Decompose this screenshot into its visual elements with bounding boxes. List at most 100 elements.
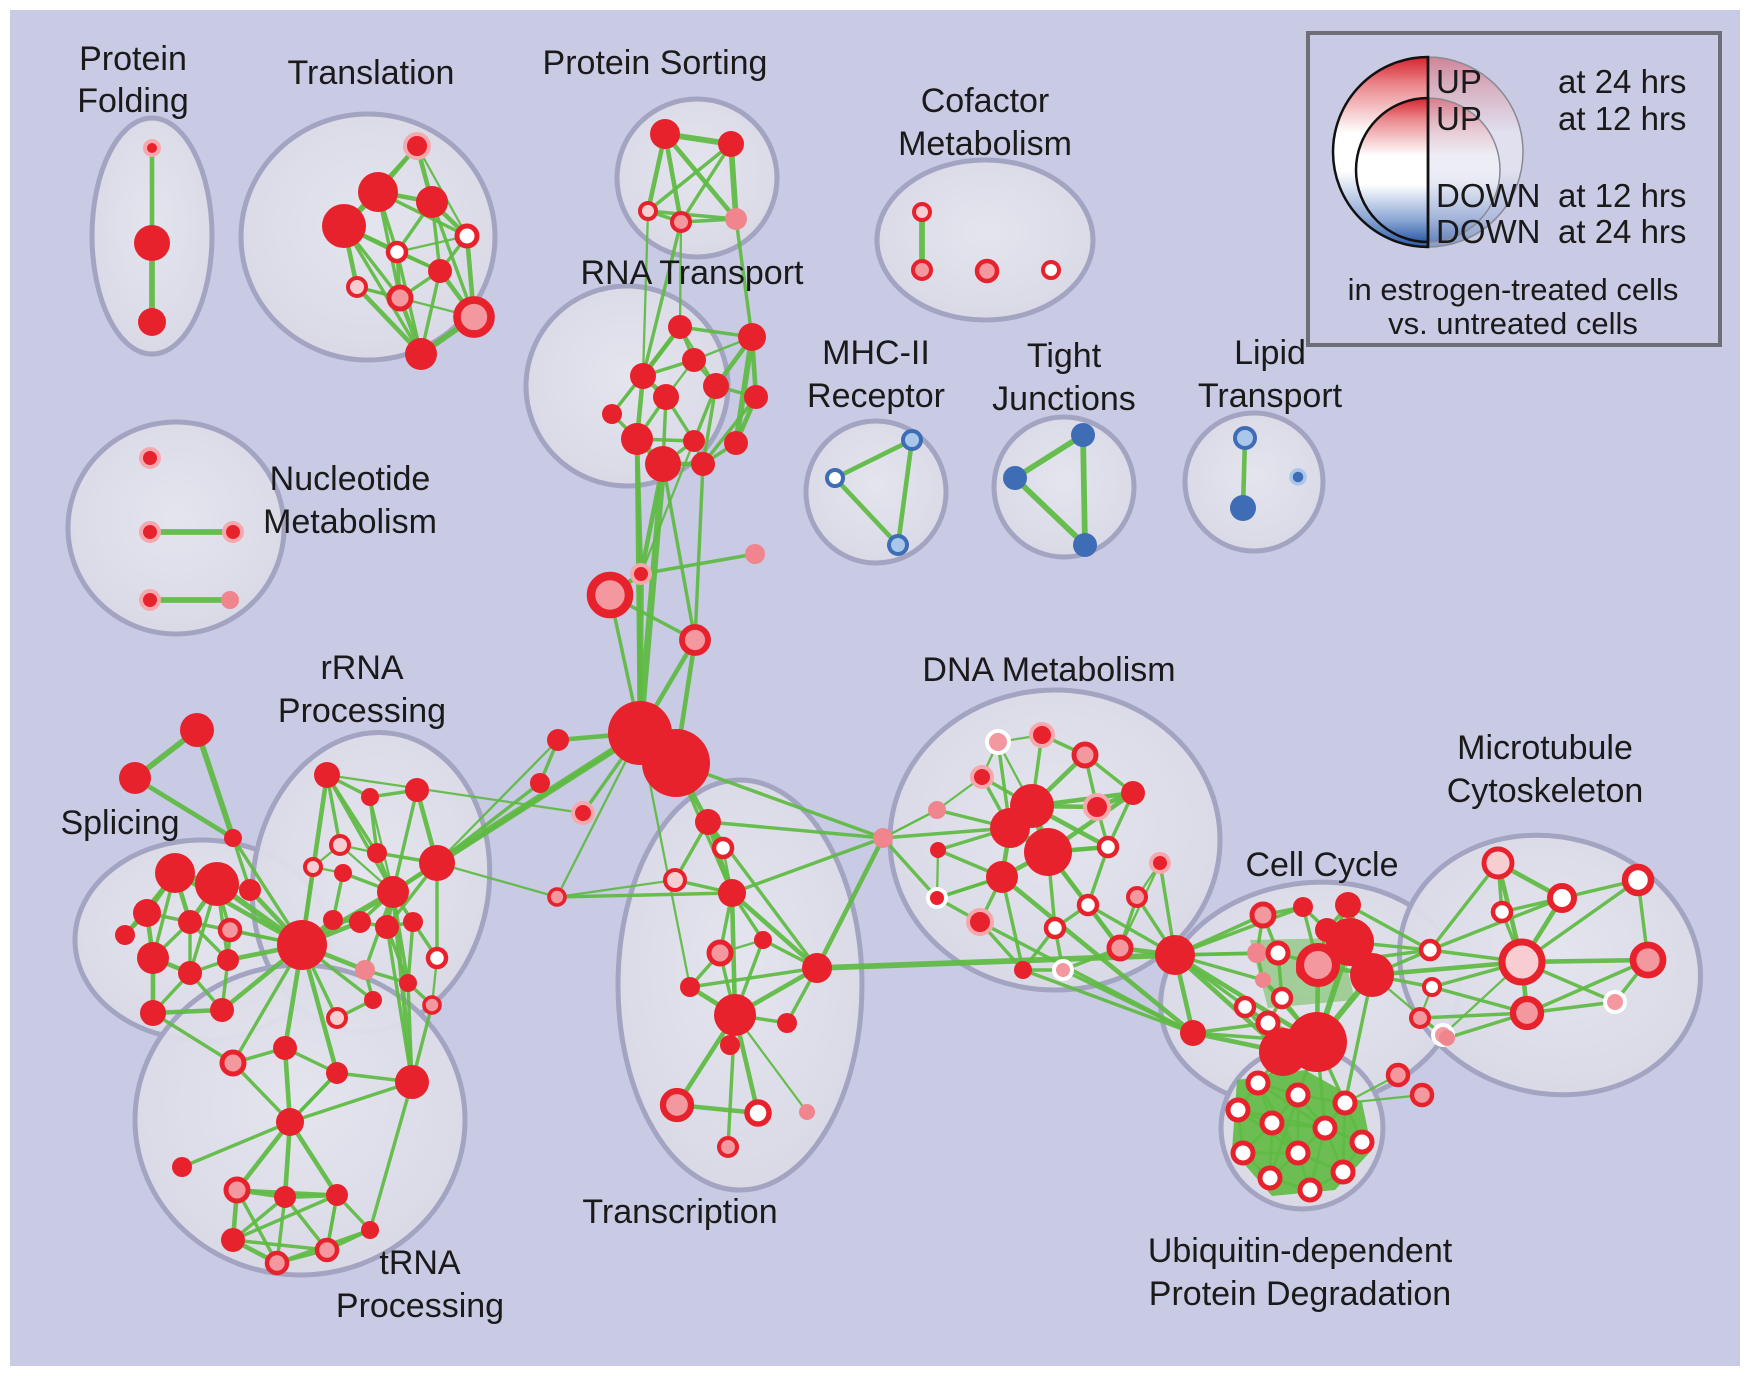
gene-node-red bbox=[239, 879, 261, 901]
edge bbox=[231, 1238, 329, 1252]
gene-node-red bbox=[1335, 892, 1361, 918]
gene-node-lring bbox=[571, 801, 595, 825]
cluster-label-rrna-processing: Processing bbox=[278, 692, 446, 730]
gene-node-red bbox=[630, 363, 656, 389]
gene-node-red bbox=[405, 778, 429, 802]
gene-node-red bbox=[405, 338, 437, 370]
edge bbox=[325, 773, 379, 855]
gene-node-wring bbox=[1270, 986, 1294, 1010]
gene-node-wring bbox=[1233, 995, 1257, 1019]
gene-node-pink bbox=[745, 544, 765, 564]
cluster-label-tight-junctions: Tight bbox=[1027, 337, 1102, 375]
cluster-label-trna-processing: Processing bbox=[336, 1287, 504, 1325]
gene-node-red bbox=[375, 915, 399, 939]
gene-node-red bbox=[326, 1062, 348, 1084]
edge bbox=[674, 761, 885, 840]
legend-time-label-2: at 12 hrs bbox=[1558, 177, 1686, 214]
gene-node-bluel bbox=[1233, 426, 1257, 450]
gene-node-rw bbox=[926, 887, 948, 909]
gene-node-wring bbox=[385, 240, 409, 264]
cluster-ellipse-tight-junctions bbox=[991, 414, 1137, 560]
edge bbox=[325, 773, 585, 815]
gene-node-pw bbox=[1603, 990, 1627, 1014]
gene-node-red bbox=[650, 119, 680, 149]
edge bbox=[435, 738, 560, 865]
gene-node-pinkc bbox=[1409, 1082, 1435, 1108]
gene-node-pink bbox=[355, 960, 375, 980]
gene-node-bluew bbox=[825, 468, 845, 488]
cluster-label-cell-cycle: Cell Cycle bbox=[1245, 846, 1398, 884]
gene-node-red bbox=[990, 808, 1030, 848]
cluster-label-rna-transport: RNA Transport bbox=[581, 254, 805, 292]
gene-node-pring bbox=[329, 834, 351, 856]
gene-node-red bbox=[172, 1157, 192, 1177]
edge bbox=[701, 384, 718, 466]
gene-node-wring bbox=[1255, 1010, 1281, 1036]
edge bbox=[435, 861, 559, 899]
gene-node-wring bbox=[1245, 1070, 1271, 1096]
edge bbox=[634, 436, 643, 736]
gene-node-wring bbox=[425, 946, 449, 970]
edge bbox=[733, 334, 755, 446]
gene-node-pring bbox=[912, 202, 932, 222]
edge bbox=[151, 1011, 235, 1065]
gene-node-red bbox=[724, 431, 748, 455]
gene-node-red bbox=[1259, 1028, 1307, 1076]
gene-node-lring bbox=[143, 139, 161, 157]
gene-node-wring bbox=[1621, 863, 1655, 897]
gene-node-pinkc bbox=[1509, 995, 1545, 1031]
edge bbox=[194, 727, 236, 841]
gene-node-red bbox=[361, 788, 379, 806]
gene-node-red bbox=[530, 773, 550, 793]
gene-node-red bbox=[273, 1036, 297, 1060]
edge bbox=[978, 920, 1195, 1035]
gene-node-red bbox=[691, 452, 715, 476]
edge bbox=[678, 220, 683, 329]
gene-node-pinkc bbox=[1629, 941, 1667, 979]
gene-node-red bbox=[930, 842, 946, 858]
cluster-label-protein-folding: Folding bbox=[77, 82, 189, 120]
edge bbox=[641, 209, 650, 378]
legend-direction-label-2: DOWN bbox=[1436, 177, 1540, 214]
cluster-label-protein-folding: Protein bbox=[79, 40, 187, 78]
gene-node-pring bbox=[303, 857, 323, 877]
gene-node-pink bbox=[928, 801, 946, 819]
gene-node-pink bbox=[1439, 1030, 1455, 1046]
cluster-ellipse-lipid-transport bbox=[1182, 410, 1326, 554]
gene-node-pw bbox=[985, 729, 1011, 755]
gene-node-blued bbox=[1289, 468, 1307, 486]
cluster-label-mhc-ii-receptor: MHC-II bbox=[822, 334, 930, 372]
gene-node-pinkc bbox=[1071, 741, 1099, 769]
legend-time-label-1: at 12 hrs bbox=[1558, 100, 1686, 137]
edge bbox=[999, 874, 1196, 1036]
gene-node-red bbox=[178, 910, 202, 934]
gene-node-red bbox=[683, 430, 705, 452]
edge bbox=[734, 217, 754, 339]
legend-note-line-2: vs. untreated cells bbox=[1388, 306, 1638, 341]
nodes-layer bbox=[115, 119, 1667, 1276]
edge bbox=[231, 1193, 339, 1242]
cluster-label-cofactor-metabolism: Cofactor bbox=[921, 82, 1050, 120]
gene-node-pring bbox=[663, 868, 687, 892]
cluster-label-translation: Translation bbox=[288, 54, 455, 92]
gene-node-wring bbox=[1096, 835, 1120, 859]
edge bbox=[385, 925, 414, 1084]
cluster-label-cofactor-metabolism: Metabolism bbox=[898, 125, 1072, 163]
edge bbox=[881, 826, 1012, 840]
gene-node-lring bbox=[966, 908, 994, 936]
gene-node-wring bbox=[1225, 1097, 1251, 1123]
edge bbox=[1520, 878, 1640, 964]
gene-node-pinkc bbox=[223, 1176, 251, 1204]
gene-node-lring bbox=[403, 132, 431, 160]
gene-node-pinkc bbox=[1385, 1062, 1411, 1088]
cluster-label-lipid-transport: Transport bbox=[1198, 377, 1343, 415]
gene-node-wring bbox=[744, 1099, 772, 1127]
gene-node-pinkc bbox=[1125, 885, 1149, 909]
gene-node-red bbox=[1155, 935, 1195, 975]
gene-node-pring bbox=[1498, 938, 1546, 986]
edge bbox=[881, 808, 939, 840]
edge bbox=[706, 820, 885, 840]
gene-node-wring bbox=[1257, 1165, 1283, 1191]
gene-node-pink bbox=[221, 591, 239, 609]
gene-node-red bbox=[1350, 953, 1394, 997]
